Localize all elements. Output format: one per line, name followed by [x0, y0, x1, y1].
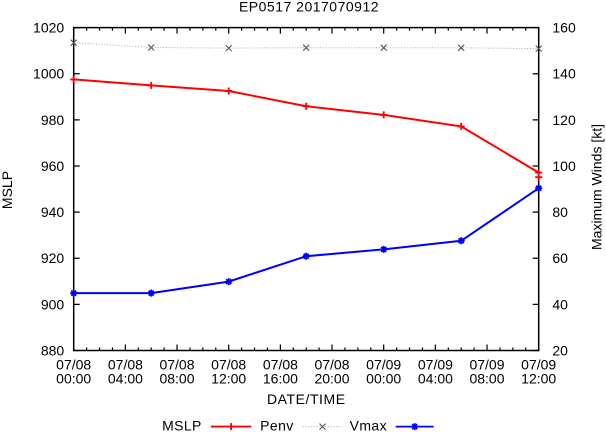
- svg-text:40: 40: [552, 296, 568, 312]
- svg-text:920: 920: [41, 250, 65, 266]
- svg-text:160: 160: [552, 20, 576, 36]
- svg-text:08:00: 08:00: [159, 370, 194, 386]
- svg-text:Maximum Winds [kt]: Maximum Winds [kt]: [589, 124, 605, 250]
- svg-text:140: 140: [552, 66, 576, 82]
- svg-text:07/09: 07/09: [418, 356, 453, 372]
- svg-text:120: 120: [552, 112, 576, 128]
- svg-text:20:00: 20:00: [314, 370, 349, 386]
- svg-text:MSLP: MSLP: [0, 171, 15, 209]
- svg-text:07/08: 07/08: [314, 356, 349, 372]
- svg-text:940: 940: [41, 204, 65, 220]
- svg-text:MSLP: MSLP: [162, 418, 202, 432]
- svg-text:DATE/TIME: DATE/TIME: [267, 391, 346, 407]
- svg-text:00:00: 00:00: [56, 370, 91, 386]
- svg-text:07/08: 07/08: [108, 356, 143, 372]
- svg-text:16:00: 16:00: [263, 370, 298, 386]
- svg-text:07/08: 07/08: [56, 356, 91, 372]
- svg-text:1020: 1020: [33, 20, 64, 36]
- svg-text:07/08: 07/08: [263, 356, 298, 372]
- svg-text:00:00: 00:00: [366, 370, 401, 386]
- svg-text:Vmax: Vmax: [350, 418, 387, 432]
- svg-text:Penv: Penv: [260, 418, 294, 432]
- svg-text:80: 80: [552, 204, 568, 220]
- svg-text:960: 960: [41, 158, 65, 174]
- svg-text:07/08: 07/08: [159, 356, 194, 372]
- svg-text:880: 880: [41, 343, 65, 359]
- svg-text:07/09: 07/09: [469, 356, 504, 372]
- svg-text:980: 980: [41, 112, 65, 128]
- svg-text:08:00: 08:00: [469, 370, 504, 386]
- svg-text:07/08: 07/08: [211, 356, 246, 372]
- svg-text:12:00: 12:00: [521, 370, 556, 386]
- svg-text:100: 100: [552, 158, 576, 174]
- svg-text:1000: 1000: [33, 66, 64, 82]
- svg-text:900: 900: [41, 296, 65, 312]
- svg-text:07/09: 07/09: [521, 356, 556, 372]
- svg-text:EP0517 2017070912: EP0517 2017070912: [239, 0, 379, 15]
- svg-text:20: 20: [552, 343, 568, 359]
- svg-text:04:00: 04:00: [108, 370, 143, 386]
- svg-text:60: 60: [552, 250, 568, 266]
- svg-text:04:00: 04:00: [418, 370, 453, 386]
- svg-text:12:00: 12:00: [211, 370, 246, 386]
- svg-text:07/09: 07/09: [366, 356, 401, 372]
